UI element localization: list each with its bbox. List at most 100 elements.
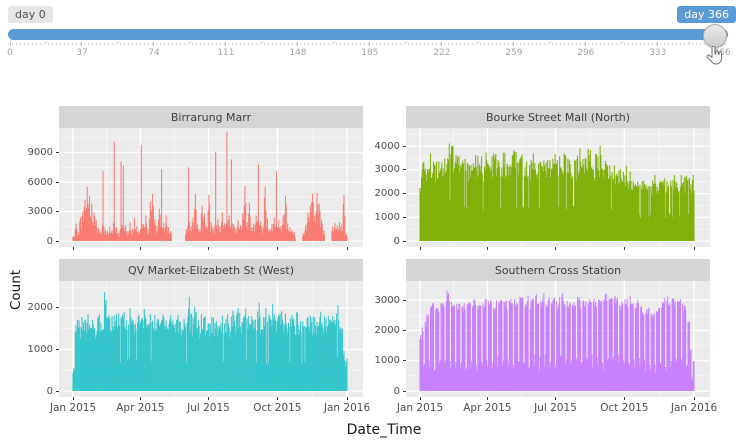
slider-tick-label: 366 xyxy=(713,48,731,58)
slider-tick-mark xyxy=(441,41,443,46)
slider-tick-mark xyxy=(81,41,83,46)
slider-tick-label: 111 xyxy=(217,48,235,58)
slider-track[interactable] xyxy=(8,29,728,40)
y-tick-label: 2000 xyxy=(374,188,400,200)
slider-minor-tick-mark xyxy=(689,41,691,44)
slider-tick-label: 148 xyxy=(289,48,307,58)
y-tick-label: 3000 xyxy=(374,164,400,176)
slider-tick-mark xyxy=(369,41,371,46)
facet-panel xyxy=(406,281,710,397)
y-tick-label: 1000 xyxy=(374,211,400,223)
slider-minor-tick-mark xyxy=(477,41,479,44)
x-tick-mark xyxy=(207,397,209,400)
x-tick-mark xyxy=(139,247,141,250)
y-tick-mark xyxy=(403,216,406,218)
slider-minor-tick-mark xyxy=(189,41,191,44)
x-tick-mark xyxy=(346,247,348,250)
y-tick-mark xyxy=(403,329,406,331)
y-tick-mark xyxy=(403,390,406,392)
facet-title: Bourke Street Mall (North) xyxy=(485,110,631,124)
x-tick-label: Apr 2015 xyxy=(463,402,512,414)
facet-panel xyxy=(59,128,363,247)
slider-minor-tick-mark xyxy=(261,41,263,44)
slider-minor-tick-mark xyxy=(117,41,119,44)
facet-panel xyxy=(406,128,710,247)
slider-tick-mark xyxy=(657,41,659,46)
slider-tick-mark xyxy=(225,41,227,46)
x-tick-mark xyxy=(72,397,74,400)
x-tick-label: Jan 2016 xyxy=(323,402,371,414)
x-tick-mark xyxy=(139,397,141,400)
faceted-time-series-chart: Count Date_Time Birrarung Marr Bourke St… xyxy=(0,90,736,442)
slider-tick-label: 0 xyxy=(7,48,13,58)
x-tick-mark xyxy=(693,247,695,250)
slider-handle[interactable] xyxy=(703,24,727,48)
y-tick-mark xyxy=(403,169,406,171)
y-tick-label: 2000 xyxy=(27,302,53,314)
x-tick-mark xyxy=(486,397,488,400)
x-tick-mark xyxy=(346,397,348,400)
y-tick-mark xyxy=(403,193,406,195)
slider-minor-tick-mark xyxy=(549,41,551,44)
slider-tick-mark xyxy=(9,41,11,46)
facet-title: Southern Cross Station xyxy=(494,263,622,277)
x-tick-label: Apr 2015 xyxy=(116,402,165,414)
slider-tick-mark xyxy=(153,41,155,46)
facet-panel xyxy=(59,281,363,397)
slider-minor-tick-mark xyxy=(45,41,47,44)
slider-tick-label: 37 xyxy=(76,48,88,58)
y-tick-label: 9000 xyxy=(27,147,53,159)
x-tick-mark xyxy=(207,247,209,250)
x-tick-label: Oct 2015 xyxy=(600,402,649,414)
slider-tick-label: 333 xyxy=(649,48,667,58)
x-tick-mark xyxy=(486,247,488,250)
slider-tick-label: 222 xyxy=(433,48,451,58)
facet-title: Birrarung Marr xyxy=(170,110,252,124)
slider-minor-tick-mark xyxy=(405,41,407,44)
x-tick-mark xyxy=(554,247,556,250)
slider-minor-tick-mark xyxy=(333,41,335,44)
x-tick-label: Jan 2015 xyxy=(49,402,97,414)
y-tick-mark xyxy=(403,299,406,301)
y-tick-mark xyxy=(56,390,59,392)
x-tick-mark xyxy=(623,397,625,400)
cursor-pointer-icon xyxy=(706,46,722,65)
x-tick-mark xyxy=(419,247,421,250)
slider-tick-mark xyxy=(297,41,299,46)
y-tick-label: 0 xyxy=(46,235,53,247)
x-tick-mark xyxy=(554,397,556,400)
x-tick-label: Jan 2016 xyxy=(670,402,718,414)
slider-tick-label: 296 xyxy=(577,48,595,58)
x-tick-mark xyxy=(419,397,421,400)
slider-tick-label: 185 xyxy=(361,48,379,58)
y-tick-mark xyxy=(56,307,59,309)
x-tick-label: Jul 2015 xyxy=(187,402,230,414)
y-tick-mark xyxy=(403,145,406,147)
y-tick-mark xyxy=(56,211,59,213)
y-tick-label: 0 xyxy=(393,235,400,247)
y-axis-title: Count xyxy=(8,269,24,311)
x-tick-label: Jul 2015 xyxy=(534,402,577,414)
slider-tick-mark xyxy=(513,41,515,46)
slider-min-badge: day 0 xyxy=(8,6,53,23)
y-tick-label: 1000 xyxy=(374,355,400,367)
y-tick-label: 2000 xyxy=(374,324,400,336)
slider-minor-tick-mark xyxy=(621,41,623,44)
y-tick-mark xyxy=(56,152,59,154)
facet-strip-bourke-street-mall-north: Bourke Street Mall (North) xyxy=(406,106,710,128)
y-tick-mark xyxy=(56,181,59,183)
slider-tick-label: 74 xyxy=(148,48,160,58)
facet-strip-birrarung-marr: Birrarung Marr xyxy=(59,106,363,128)
slider-max-badge: day 366 xyxy=(677,6,736,23)
y-tick-label: 0 xyxy=(46,385,53,397)
y-tick-label: 6000 xyxy=(27,176,53,188)
x-tick-label: Oct 2015 xyxy=(253,402,302,414)
facet-title: QV Market-Elizabeth St (West) xyxy=(128,263,294,277)
facet-strip-southern-cross-station: Southern Cross Station xyxy=(406,259,710,281)
slider-tick-mark xyxy=(585,41,587,46)
x-tick-label: Jan 2015 xyxy=(396,402,444,414)
x-axis-title: Date_Time xyxy=(346,422,422,438)
x-tick-mark xyxy=(623,247,625,250)
y-tick-mark xyxy=(403,360,406,362)
